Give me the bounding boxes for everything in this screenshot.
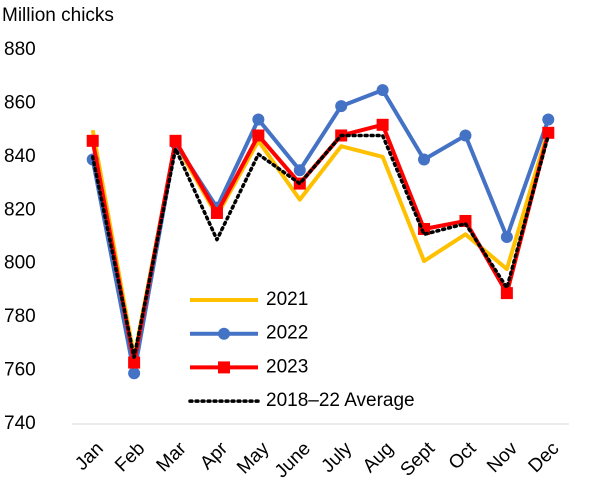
data-point — [335, 100, 348, 113]
y-tick-label: 800 — [4, 253, 36, 274]
data-point — [252, 113, 265, 126]
x-tick-label: Jan — [71, 438, 108, 475]
legend-label: 2018–22 Average — [266, 390, 415, 411]
data-point — [418, 153, 431, 166]
y-tick-label: 780 — [4, 306, 36, 327]
series-line — [90, 88, 551, 376]
data-point — [210, 206, 223, 219]
y-tick-label: 860 — [4, 92, 36, 113]
x-tick-label: Sept — [397, 438, 440, 481]
y-tick-label: 840 — [4, 146, 36, 167]
legend-label: 2022 — [266, 323, 308, 344]
x-tick-label: Dec — [525, 438, 564, 477]
y-tick-label: 820 — [4, 199, 36, 220]
data-point — [128, 367, 141, 380]
legend-label: 2021 — [266, 289, 308, 310]
y-tick-label: 740 — [4, 413, 36, 434]
y-tick-label: 880 — [4, 39, 36, 60]
legend-marker — [218, 361, 230, 374]
x-tick-label: Mar — [153, 438, 191, 476]
x-tick-label: Apr — [196, 438, 232, 474]
data-point — [376, 84, 389, 97]
series-line — [90, 133, 551, 359]
data-point — [293, 164, 306, 177]
data-point — [542, 126, 555, 139]
data-point — [500, 287, 513, 300]
data-point — [459, 129, 472, 142]
data-point — [86, 134, 99, 147]
x-tick-label: Nov — [483, 438, 522, 477]
x-tick-label: Oct — [445, 438, 481, 474]
data-point — [252, 129, 265, 142]
x-tick-label: May — [233, 438, 274, 479]
x-tick-label: July — [318, 438, 357, 477]
x-tick-label: Aug — [359, 438, 398, 477]
data-point — [169, 134, 182, 147]
legend-marker — [218, 327, 230, 340]
data-point — [376, 118, 389, 131]
data-point — [128, 356, 141, 369]
data-point — [542, 113, 555, 126]
data-point — [500, 231, 513, 243]
y-tick-label: 760 — [4, 360, 36, 381]
x-tick-label: Feb — [111, 438, 149, 476]
legend-label: 2023 — [266, 356, 308, 377]
x-tick-label: June — [271, 438, 315, 482]
y-axis-title: Million chicks — [2, 5, 114, 26]
